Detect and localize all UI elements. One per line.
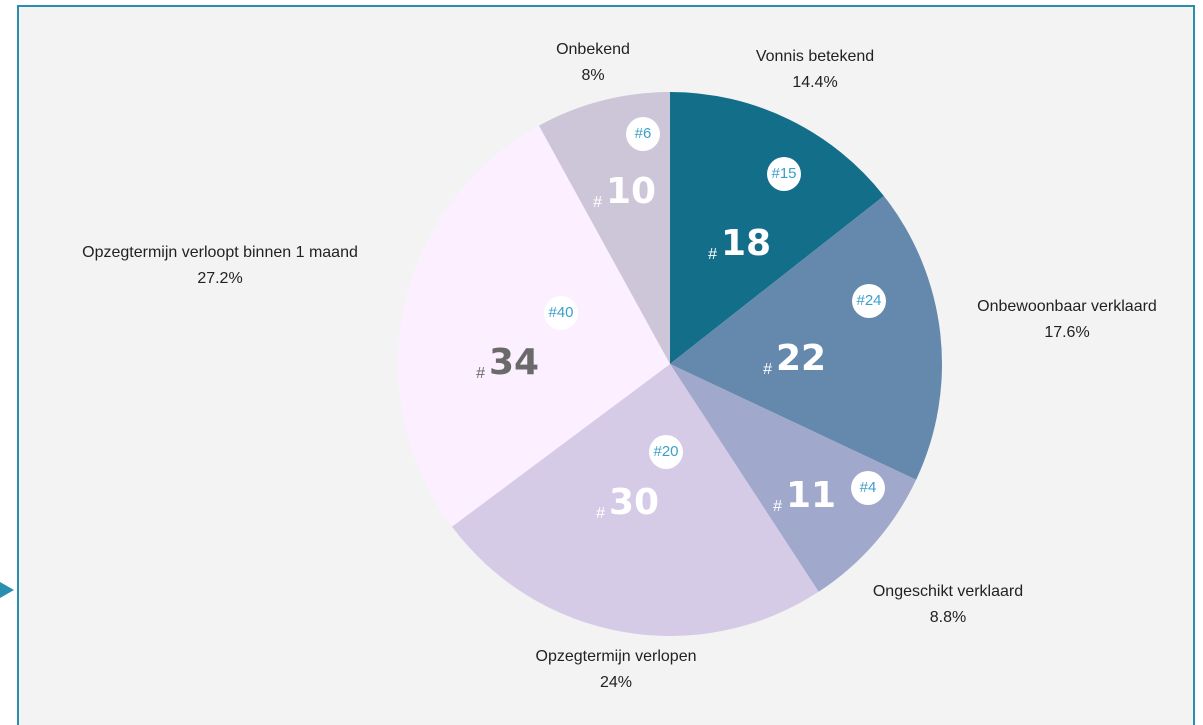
slice-label: Ongeschikt verklaard: [873, 583, 1023, 600]
slice-label: Onbekend: [556, 41, 630, 58]
count-prefix: #: [596, 505, 605, 522]
badge: #24: [856, 292, 881, 309]
badge-circle: [649, 435, 683, 469]
slice-label: Vonnis betekend: [756, 48, 874, 65]
badge-circle: [852, 284, 886, 318]
badge: #15: [771, 165, 796, 182]
slice-percent: 24%: [600, 674, 632, 691]
slice-count: 34: [489, 342, 539, 383]
arrow-marker: [0, 582, 14, 598]
slice-percent: 8.8%: [930, 609, 966, 626]
badge-circle: [544, 296, 578, 330]
pie-slice: [670, 195, 942, 480]
slice-percent: 27.2%: [197, 270, 242, 287]
pie: Vonnis betekend 14.4% # 18 #15 Onbewoonbaar v…: [82, 41, 1157, 691]
badge-circle: [626, 117, 660, 151]
count-prefix: #: [476, 365, 485, 382]
slice-label: Opzegtermijn verloopt binnen 1 maand: [82, 244, 358, 261]
pie-slice: [670, 364, 917, 592]
slice-label: Opzegtermijn verlopen: [536, 648, 697, 665]
slice-count: 22: [776, 338, 826, 379]
pie-slice: [538, 92, 670, 364]
badge-circle: [767, 157, 801, 191]
slice-percent: 8%: [581, 67, 604, 84]
count-prefix: #: [593, 194, 602, 211]
slice-count: 30: [609, 482, 659, 523]
count-prefix: #: [763, 361, 772, 378]
pie-slice: [451, 364, 819, 636]
badge: #4: [860, 479, 877, 496]
badge: #20: [653, 443, 678, 460]
slice-percent: 14.4%: [792, 74, 837, 91]
slice-count: 18: [721, 223, 771, 264]
slice-count: 10: [606, 171, 656, 212]
count-prefix: #: [708, 246, 717, 263]
count-prefix: #: [773, 498, 782, 515]
badge: #6: [635, 125, 652, 142]
pie-slice: [670, 92, 884, 364]
badge: #40: [548, 304, 573, 321]
slice-percent: 17.6%: [1044, 324, 1089, 341]
slice-label: Onbewoonbaar verklaard: [977, 298, 1157, 315]
badge-circle: [851, 471, 885, 505]
slice-count: 11: [786, 475, 836, 516]
pie-slice: [398, 125, 670, 527]
